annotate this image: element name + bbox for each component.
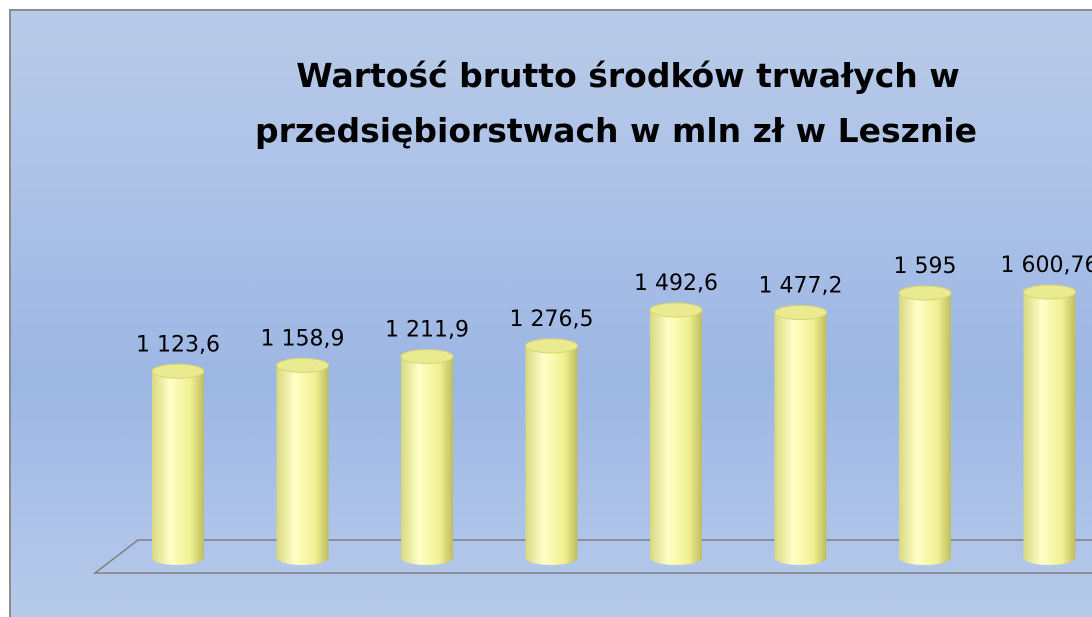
value-label: 1 211,9 <box>385 318 469 343</box>
x-tick-label: 2003 <box>272 614 333 617</box>
value-label: 1 492,6 <box>634 271 718 296</box>
value-label: 1 123,6 <box>136 332 220 357</box>
bar-top <box>774 305 827 321</box>
bar-top <box>525 338 578 354</box>
bar <box>774 312 827 565</box>
value-label: 1 595 <box>894 254 957 279</box>
x-tick-label: 2006 <box>645 614 706 617</box>
bar-top <box>276 357 329 373</box>
bar-top <box>151 363 205 379</box>
value-label: 1 276,5 <box>510 307 594 332</box>
bar <box>401 356 453 565</box>
x-tick-label: 2005 <box>521 614 582 617</box>
bar <box>650 309 702 565</box>
chart-title: Wartość brutto środków trwałych w <box>296 56 960 95</box>
value-label: 1 158,9 <box>261 326 345 351</box>
bar-top <box>400 349 454 365</box>
bar-top <box>898 285 952 301</box>
x-tick-label: 2008 <box>894 614 955 617</box>
x-tick-label: 2002 <box>147 614 208 617</box>
bar <box>525 345 578 565</box>
x-tick-label: 2004 <box>396 614 457 617</box>
x-tick-label: 2007 <box>770 614 831 617</box>
chart-title: przedsiębiorstwach w mln zł w Lesznie <box>255 111 977 150</box>
bar <box>899 292 951 565</box>
value-label: 1 477,2 <box>759 274 843 299</box>
bar-top <box>649 302 703 318</box>
bar <box>1023 292 1076 565</box>
bar-top <box>1023 284 1076 300</box>
bar <box>276 365 329 565</box>
x-tick-label: 2009 <box>1019 614 1080 617</box>
value-label: 1 600,76 <box>1001 253 1092 278</box>
bar <box>152 371 204 565</box>
floor <box>92 539 1092 574</box>
